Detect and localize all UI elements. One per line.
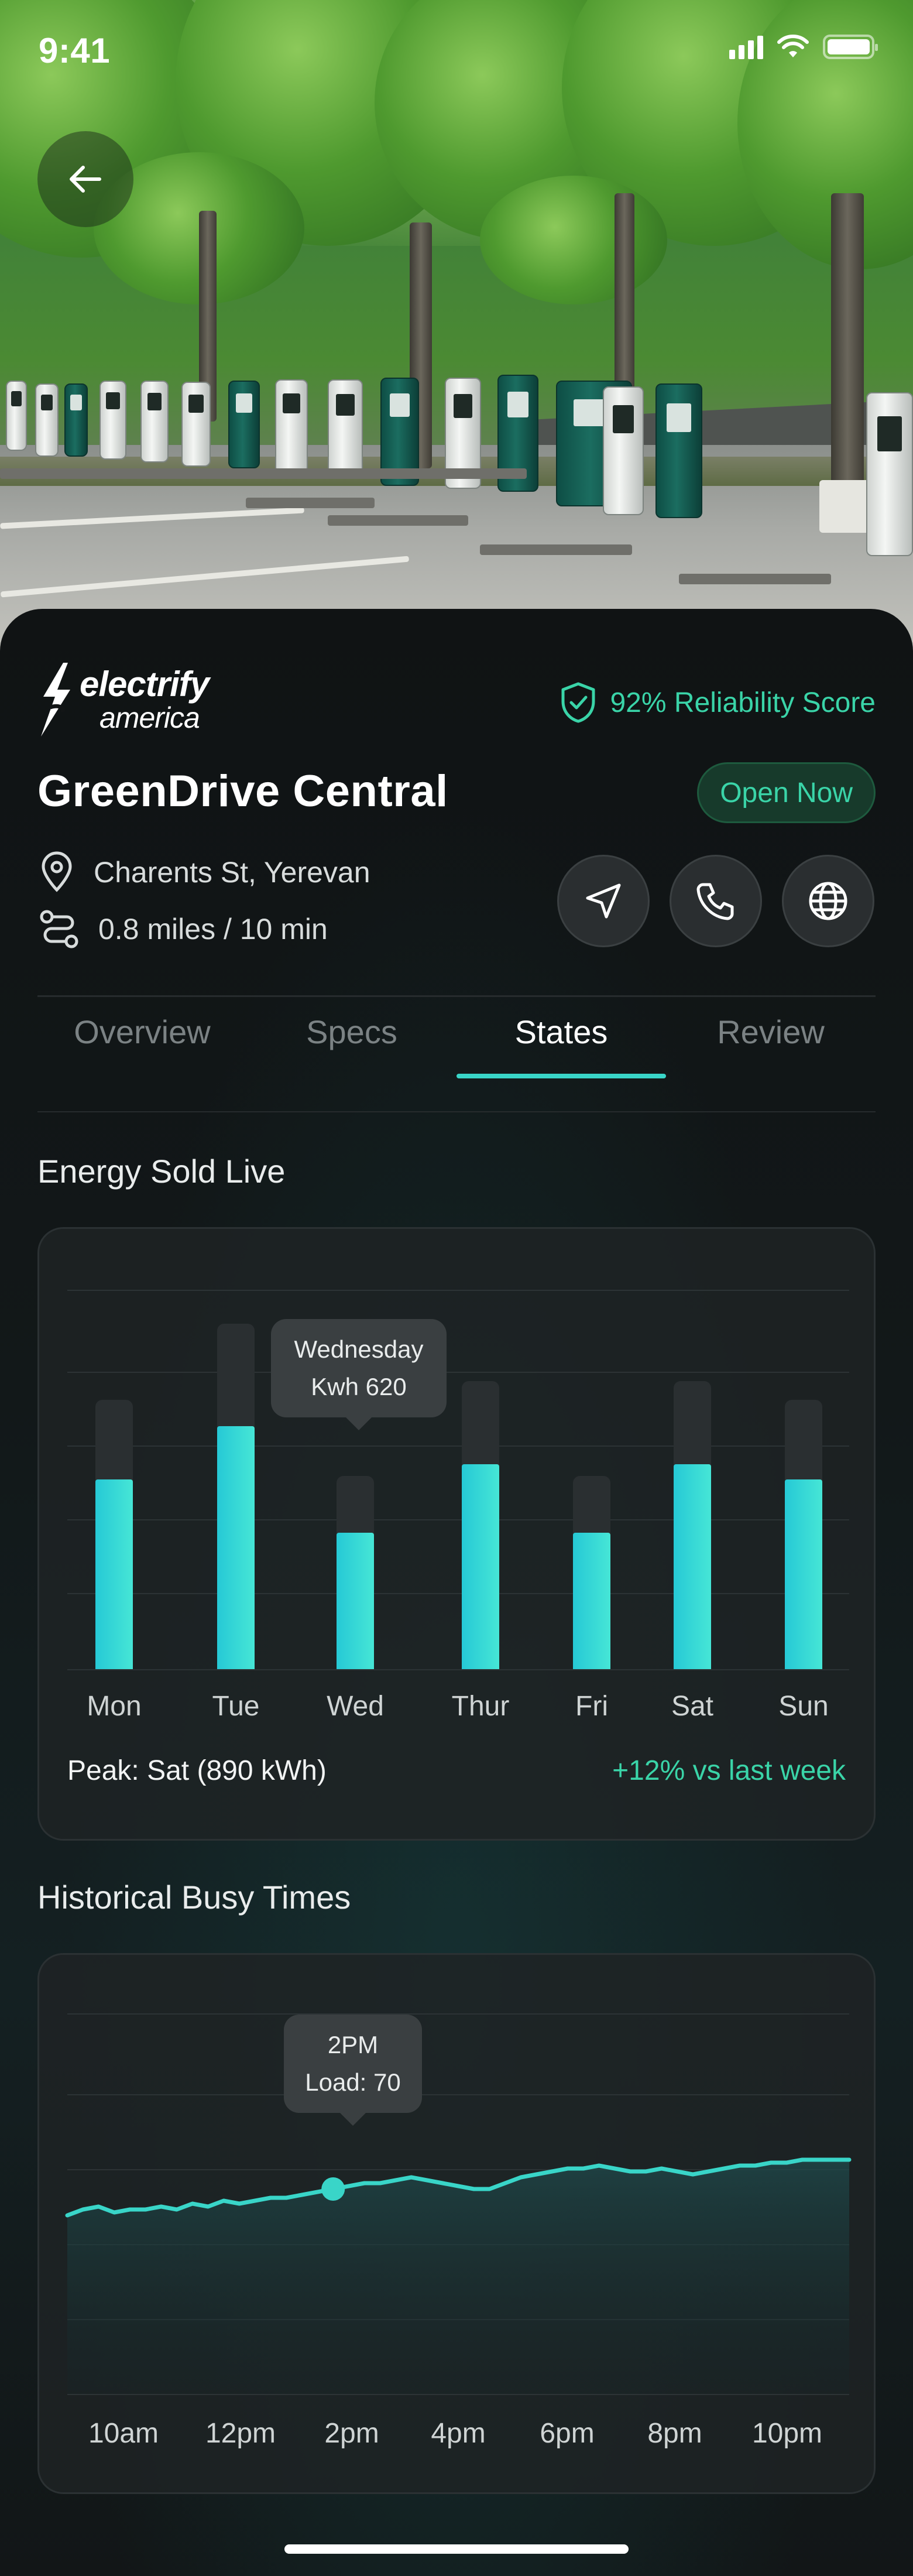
busy-tooltip-time: 2PM [327, 2031, 379, 2058]
busy-line-chart [65, 2157, 852, 2394]
bar-mon[interactable] [95, 1479, 133, 1669]
battery-icon [823, 35, 878, 59]
day-label-fri: Fri [575, 1691, 608, 1722]
busy-area [67, 2160, 849, 2394]
station-distance: 0.8 miles / 10 min [98, 913, 328, 946]
busy-chart-card: 2PM Load: 70 10am 12pm 2pm 4pm 6pm 8pm 10pm [37, 1953, 876, 2494]
day-label-wed: Wed [327, 1691, 384, 1722]
station-name: GreenDrive Central [37, 766, 448, 816]
distance-row: 0.8 miles / 10 min [37, 907, 328, 951]
time-label-10pm: 10pm [751, 2418, 823, 2449]
tabs-divider [37, 1111, 876, 1112]
brand-name-line1: electrify [80, 664, 210, 704]
reliability-score-label: 92% Reliability Score [610, 687, 876, 718]
energy-tooltip: Wednesday Kwh 620 [271, 1319, 447, 1430]
station-address: Charents St, Yerevan [94, 856, 370, 889]
time-label-8pm: 8pm [647, 2418, 702, 2449]
busy-section-title: Historical Busy Times [37, 1879, 351, 1916]
navigate-button[interactable] [557, 855, 650, 947]
day-label-tue: Tue [212, 1691, 260, 1722]
time-label-12pm: 12pm [205, 2418, 276, 2449]
website-button[interactable] [782, 855, 874, 947]
status-time: 9:41 [39, 31, 111, 70]
shield-check-icon [561, 682, 595, 723]
day-label-mon: Mon [87, 1691, 142, 1722]
time-label-6pm: 6pm [540, 2418, 595, 2449]
bar-sat[interactable] [674, 1464, 711, 1669]
bar-tue[interactable] [217, 1426, 255, 1669]
busy-tooltip: 2PM Load: 70 [284, 2015, 422, 2126]
brand-logo: electrify america [37, 663, 210, 737]
tab-overview[interactable]: Overview [74, 1013, 211, 1050]
globe-icon [809, 882, 847, 920]
open-status-badge: Open Now [697, 762, 876, 823]
brand-name-line2: america [99, 701, 200, 734]
energy-section-title: Energy Sold Live [37, 1153, 286, 1190]
tab-states[interactable]: States [456, 1008, 666, 1078]
bar-wed[interactable] [337, 1533, 374, 1669]
busy-tooltip-load: Load: 70 [305, 2068, 401, 2096]
bar-sun[interactable] [785, 1479, 822, 1669]
lightning-e-icon [41, 663, 70, 737]
station-photo: 9:41 [0, 0, 913, 656]
busy-line [65, 2157, 852, 2218]
time-label-4pm: 4pm [431, 2418, 486, 2449]
details-divider [37, 995, 876, 997]
location-pin-icon [42, 851, 72, 892]
time-label-2pm: 2pm [324, 2418, 379, 2449]
status-icons [729, 34, 878, 60]
address-row: Charents St, Yerevan [37, 851, 370, 893]
energy-tooltip-value: Kwh 620 [311, 1373, 407, 1400]
station-tabs: Overview Specs States Review [37, 1008, 876, 1078]
weekly-change-label: +12% vs last week [612, 1755, 846, 1786]
day-label-sun: Sun [778, 1691, 829, 1722]
bar-fri[interactable] [573, 1533, 610, 1669]
busy-highlight-point[interactable] [321, 2177, 345, 2201]
reliability-score: 92% Reliability Score [560, 681, 876, 724]
day-label-thur: Thur [451, 1691, 510, 1722]
home-indicator[interactable] [284, 2544, 629, 2554]
day-label-sat: Sat [671, 1691, 714, 1722]
station-details-sheet: electrify america 92% Reliability Score … [0, 609, 913, 2576]
peak-label: Peak: Sat (890 kWh) [67, 1755, 327, 1786]
tab-specs[interactable]: Specs [306, 1013, 397, 1050]
time-label-10am: 10am [88, 2418, 159, 2449]
arrow-left-icon [70, 166, 101, 193]
bar-thur[interactable] [462, 1464, 499, 1669]
energy-chart-card: Wednesday Kwh 620 Mon Tue Wed Thur Fri Sat Sun… [37, 1227, 876, 1841]
tab-review[interactable]: Review [717, 1013, 825, 1050]
energy-tooltip-day: Wednesday [294, 1335, 424, 1363]
call-button[interactable] [670, 855, 762, 947]
wifi-icon [777, 35, 809, 57]
navigation-arrow-icon [586, 883, 621, 919]
route-icon [40, 910, 78, 948]
back-button[interactable] [37, 131, 133, 227]
phone-icon [696, 883, 734, 920]
cellular-signal-icon [729, 35, 763, 59]
